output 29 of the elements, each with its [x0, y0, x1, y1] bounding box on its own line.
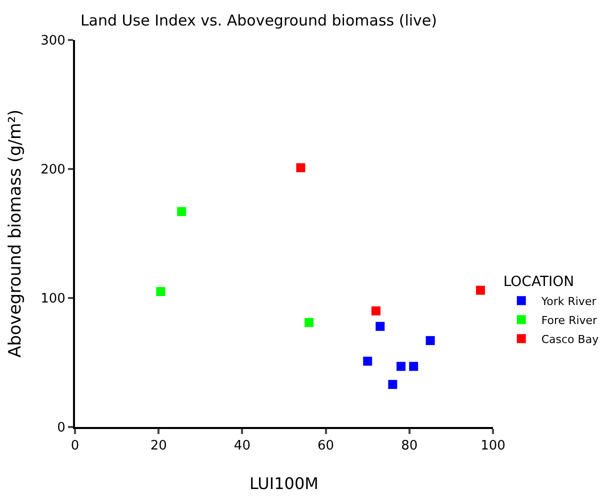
legend-label: Fore River — [541, 314, 598, 327]
y-tick-label: 300 — [40, 34, 66, 49]
chart-title: Land Use Index vs. Aboveground biomass (live) — [80, 12, 437, 30]
x-axis-title: LUI100M — [250, 474, 318, 493]
y-axis-title: Aboveground biomass (g/m²) — [6, 109, 26, 358]
point — [376, 322, 385, 331]
point — [363, 356, 372, 366]
legend-label: Casco Bay — [541, 332, 600, 346]
point — [426, 336, 435, 346]
point — [409, 362, 418, 371]
point — [304, 318, 314, 328]
point — [296, 163, 306, 172]
x-tick-label: 40 — [234, 438, 250, 454]
point — [371, 306, 380, 316]
x-tick-label: 100 — [480, 438, 506, 454]
y-tick-label: 100 — [40, 292, 66, 307]
y-tick-label: 200 — [40, 162, 66, 178]
x-tick-label: 20 — [150, 438, 167, 454]
point — [476, 286, 485, 295]
x-tick-label: 60 — [318, 438, 334, 454]
x-tick-label: 0 — [70, 438, 80, 454]
point — [396, 362, 406, 371]
point — [156, 287, 166, 296]
point — [388, 380, 398, 389]
legend-title: LOCATION — [503, 274, 574, 290]
point — [177, 207, 186, 216]
y-tick-label: 0 — [57, 420, 66, 436]
x-tick-label: 80 — [401, 438, 418, 454]
legend-label: York River — [540, 294, 597, 308]
